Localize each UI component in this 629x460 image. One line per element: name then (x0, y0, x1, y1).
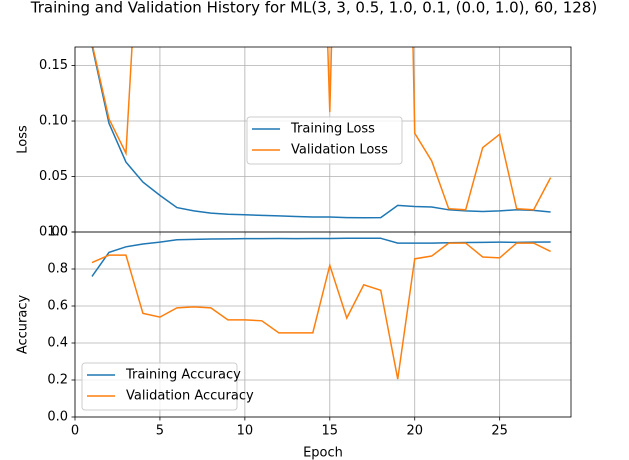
x-tick-label: 15 (322, 424, 339, 439)
plot-frame (74, 231, 572, 418)
line-series (91, 47, 551, 219)
legend-label: Validation Loss (291, 143, 388, 158)
x-axis-label: Epoch (303, 446, 343, 460)
x-tick-label: 25 (491, 424, 508, 439)
y-axis-label: Loss (16, 125, 31, 154)
y-tick-label: 1.0 (47, 225, 68, 240)
y-axis-label: Accuracy (16, 295, 31, 355)
line-series (91, 242, 551, 380)
y-tick-label: 0.15 (39, 58, 68, 73)
figure-title: Training and Validation History for ML(3… (30, 0, 597, 17)
legend-label: Training Accuracy (125, 368, 241, 383)
y-tick-label: 0.4 (47, 336, 68, 351)
y-tick-label: 0.8 (47, 262, 68, 277)
line-series (92, 47, 552, 211)
y-tick-label: 0.10 (39, 114, 68, 129)
y-tick-label: 0.6 (47, 299, 68, 314)
x-tick-label: 10 (237, 424, 254, 439)
x-tick-label: 5 (156, 424, 164, 439)
y-tick-label: 0.0 (47, 410, 68, 425)
y-tick-label: 0.2 (47, 373, 68, 388)
y-tick-label: 0.05 (39, 169, 68, 184)
legend-label: Training Loss (290, 122, 375, 137)
legend-box (246, 116, 403, 165)
legend-label: Validation Accuracy (126, 389, 254, 404)
y-tick-label: 0.00 (39, 225, 68, 240)
line-series (91, 237, 551, 277)
legend-box (81, 362, 238, 411)
x-tick-label: 0 (71, 424, 79, 439)
x-tick-label: 20 (406, 424, 423, 439)
